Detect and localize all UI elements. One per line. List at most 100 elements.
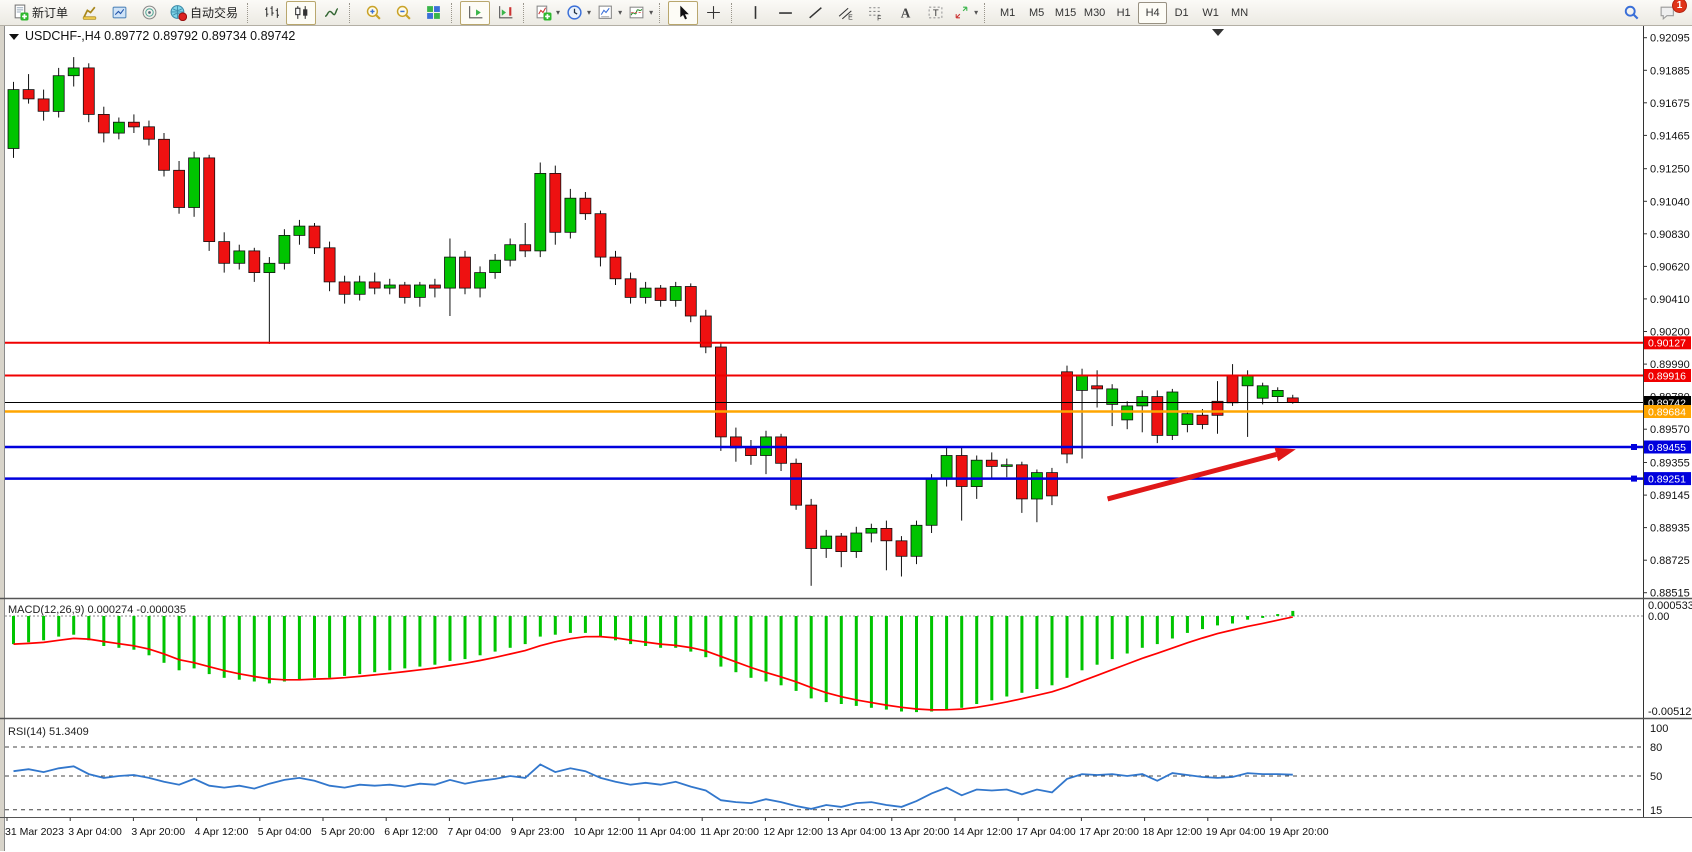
button-label: M15 [1054, 6, 1077, 19]
horizontal-line-button[interactable] [770, 1, 800, 25]
tile-windows-icon [425, 4, 442, 21]
text-icon: A [897, 4, 914, 21]
text-label-icon: T [927, 4, 944, 21]
chevron-down-icon: ▾ [649, 8, 654, 17]
svg-text:0.89145: 0.89145 [1650, 490, 1690, 502]
vertical-line-icon [747, 4, 764, 21]
price-axis[interactable]: 0.92095 0.91885 0.91675 0.91465 0.91250 0.910… [1643, 33, 1690, 600]
timeframe-m30-button[interactable]: M30 [1080, 2, 1109, 24]
macd-pane: MACD(12,26,9) 0.000274 -0.000035 0.000533… [5, 600, 1692, 718]
chevron-down-icon: ▾ [974, 8, 979, 17]
svg-text:0.00: 0.00 [1648, 611, 1669, 623]
new-order-button[interactable]: 新订单 [6, 1, 74, 25]
crosshair-button[interactable] [698, 1, 728, 25]
chart-window[interactable]: USDCHF-,H4 0.89772 0.89792 0.89734 0.897… [0, 26, 1692, 852]
periods-button[interactable]: ▾ [563, 1, 594, 25]
svg-text:50: 50 [1650, 771, 1662, 783]
zoom-out-button[interactable] [388, 1, 418, 25]
window-left-edge [0, 26, 4, 851]
svg-text:3 Apr 04:00: 3 Apr 04:00 [68, 826, 122, 838]
svg-text:14 Apr 12:00: 14 Apr 12:00 [953, 826, 1013, 838]
timeframe-h1-button[interactable]: H1 [1109, 2, 1138, 24]
line-chart-icon [323, 4, 340, 21]
timeframe-mn-button[interactable]: MN [1225, 2, 1254, 24]
text-button[interactable]: A [890, 1, 920, 25]
fibonacci-icon: F [867, 4, 884, 21]
text-label-button[interactable]: T [920, 1, 950, 25]
svg-text:0.90830: 0.90830 [1650, 229, 1690, 241]
templates-icon [597, 4, 614, 21]
chart-shift-button[interactable] [490, 1, 520, 25]
periods-icon [566, 4, 583, 21]
toolbar-separator [349, 2, 355, 23]
line-handle[interactable] [1631, 444, 1637, 450]
svg-text:10 Apr 12:00: 10 Apr 12:00 [574, 826, 634, 838]
profiles-button[interactable] [104, 1, 134, 25]
trendline-icon [807, 4, 824, 21]
price-line-labels: 0.901270.899160.897420.896840.894550.892… [1644, 336, 1691, 485]
arrows-icon [953, 4, 970, 21]
svg-text:0.90410: 0.90410 [1650, 294, 1690, 306]
chart-menu-triangle-icon[interactable] [9, 34, 19, 40]
timeframe-h4-button[interactable]: H4 [1138, 1, 1168, 24]
data-window-button[interactable] [134, 1, 164, 25]
indicators-icon [535, 4, 552, 21]
price-lines[interactable] [5, 341, 1643, 482]
button-label: W1 [1202, 6, 1219, 19]
line-chart-button[interactable] [316, 1, 346, 25]
toolbar-separator [731, 2, 737, 23]
timeframe-w1-button[interactable]: W1 [1196, 2, 1225, 24]
button-label: M5 [1028, 6, 1045, 19]
fibonacci-button[interactable]: F [860, 1, 890, 25]
arrows-button[interactable]: ▾ [950, 1, 981, 25]
auto-scroll-button[interactable] [460, 0, 491, 25]
svg-text:11 Apr 20:00: 11 Apr 20:00 [700, 826, 759, 838]
trend-arrow-annotation[interactable] [1106, 447, 1296, 502]
time-axis[interactable]: 31 Mar 2023 3 Apr 04:00 3 Apr 20:00 4 Apr 1… [5, 817, 1329, 839]
new-chart-button[interactable] [74, 1, 104, 25]
indicator-list-button[interactable]: ▾ [625, 1, 656, 25]
zoom-in-icon [365, 4, 382, 21]
chevron-down-icon: ▾ [587, 8, 592, 17]
svg-text:0.91250: 0.91250 [1650, 164, 1690, 176]
macd-label: MACD(12,26,9) 0.000274 -0.000035 [8, 604, 186, 616]
indicators-button[interactable]: ▾ [532, 1, 563, 25]
auto-trading-button[interactable]: 自动交易 [164, 1, 244, 25]
svg-text:17 Apr 20:00: 17 Apr 20:00 [1079, 826, 1139, 838]
svg-text:80: 80 [1650, 742, 1662, 754]
candle-chart-button[interactable] [286, 0, 317, 25]
indicator-list-icon [628, 4, 645, 21]
chart-canvas[interactable]: USDCHF-,H4 0.89772 0.89792 0.89734 0.897… [0, 26, 1692, 851]
cursor-button[interactable] [668, 0, 699, 25]
timeframe-d1-button[interactable]: D1 [1167, 2, 1196, 24]
svg-text:17 Apr 04:00: 17 Apr 04:00 [1016, 826, 1076, 838]
new-chart-icon [81, 4, 98, 21]
trendline-button[interactable] [800, 1, 830, 25]
candle-chart-icon [293, 4, 310, 21]
timeframe-m5-button[interactable]: M5 [1022, 2, 1051, 24]
rsi-pane: RSI(14) 51.3409 100 80 50 15 [5, 723, 1668, 817]
svg-text:0.89355: 0.89355 [1650, 458, 1690, 470]
vertical-line-button[interactable] [740, 1, 770, 25]
search-button[interactable] [1616, 1, 1646, 25]
auto-trading-icon [170, 4, 188, 21]
tile-windows-button[interactable] [418, 1, 448, 25]
channel-icon: E [837, 4, 854, 21]
bar-chart-button[interactable] [256, 1, 286, 25]
channel-button[interactable]: E [830, 1, 860, 25]
zoom-in-button[interactable] [358, 1, 388, 25]
toolbar-separator [523, 2, 529, 23]
timeframe-m1-button[interactable]: M1 [993, 2, 1022, 24]
timeframe-m15-button[interactable]: M15 [1051, 2, 1080, 24]
line-handle[interactable] [1631, 475, 1637, 482]
chart-shift-marker[interactable] [1212, 29, 1224, 36]
crosshair-icon [705, 4, 722, 21]
templates-button[interactable]: ▾ [594, 1, 625, 25]
chat-button[interactable]: 1 [1652, 0, 1687, 25]
toolbar-separator [984, 2, 990, 23]
svg-text:-0.005129: -0.005129 [1648, 706, 1692, 718]
svg-text:13 Apr 20:00: 13 Apr 20:00 [890, 826, 950, 838]
svg-text:E: E [848, 14, 853, 21]
svg-text:A: A [900, 5, 910, 20]
